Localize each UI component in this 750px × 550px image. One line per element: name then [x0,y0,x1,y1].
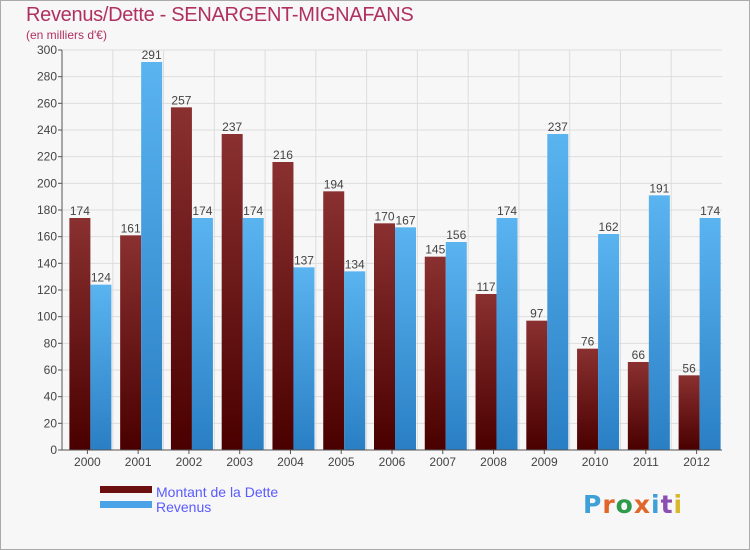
value-label: 124 [91,271,111,285]
x-tick-label: 2009 [531,455,558,469]
value-label: 97 [530,307,544,321]
x-tick-label: 2003 [226,455,253,469]
value-label: 145 [425,243,445,257]
y-tick-label: 280 [37,70,57,84]
value-label: 237 [222,120,242,134]
value-label: 174 [192,204,212,218]
value-label: 194 [324,177,344,191]
value-label: 134 [345,257,365,271]
y-tick-label: 200 [37,176,57,190]
legend-swatch-revenus [100,501,152,508]
value-label: 174 [243,204,263,218]
logo-letter: i [651,490,661,519]
bar-revenus [293,267,315,450]
bar-revenus [598,234,620,450]
y-tick-label: 240 [37,123,57,137]
value-label: 117 [476,280,495,294]
y-tick-label: 20 [44,416,58,430]
legend-swatch-dette [100,486,152,493]
value-label: 191 [649,181,669,195]
y-tick-label: 100 [37,310,57,324]
value-label: 162 [599,220,619,234]
x-tick-label: 2011 [633,455,659,469]
proxiti-logo: Proxiti [583,490,683,519]
value-label: 174 [700,204,720,218]
value-label: 216 [273,148,293,162]
value-label: 257 [171,93,191,107]
value-label: 76 [581,335,595,349]
bar-dette [120,235,142,450]
bar-dette [221,134,243,450]
bar-dette [577,348,599,450]
y-tick-label: 260 [37,96,57,110]
y-tick-label: 60 [44,363,58,377]
bar-revenus [547,134,569,450]
x-tick-label: 2010 [582,455,609,469]
bar-dette [475,294,497,450]
bar-dette [374,223,395,450]
bar-dette [526,320,548,450]
bar-revenus [141,62,163,450]
y-tick-label: 40 [44,390,58,404]
value-label: 174 [497,204,517,218]
chart-subtitle: (en milliers d'€) [26,28,107,42]
x-tick-label: 2002 [176,455,203,469]
value-label: 161 [121,221,141,235]
y-tick-label: 140 [37,256,57,270]
y-tick-label: 220 [37,150,57,164]
legend-label-dette: Montant de la Dette [156,484,279,500]
value-label: 66 [632,348,646,362]
logo-letter: i [673,490,684,519]
bar-dette [678,375,700,450]
value-label: 156 [446,228,466,242]
chart-title: Revenus/Dette - SENARGENT-MIGNAFANS [26,4,414,26]
x-tick-label: 2012 [683,455,710,469]
y-tick-label: 300 [37,43,57,57]
x-tick-label: 2005 [328,455,355,469]
value-label: 137 [294,253,314,267]
logo-letter: r [602,490,616,519]
legend-label-revenus: Revenus [156,499,212,515]
y-tick-label: 120 [37,283,57,297]
bar-dette [424,256,446,450]
bar-dette [170,107,192,450]
y-tick-label: 180 [37,203,57,217]
x-tick-label: 2007 [429,455,456,469]
x-tick-label: 2006 [379,455,406,469]
axes: 0 20 40 60 80 100 120 140 160 180 200 220 240 260 280 3… [37,43,722,469]
x-tick-label: 2008 [480,455,507,469]
x-tick-label: 2001 [125,455,152,469]
bar-revenus [90,284,112,450]
bar-revenus [344,271,366,450]
bar-revenus [395,227,416,450]
logo-letter: t [660,490,674,519]
value-label: 167 [395,213,415,227]
y-tick-label: 160 [37,230,57,244]
bar-dette [323,191,345,451]
bar-revenus [648,195,670,450]
value-label: 174 [70,204,90,218]
bar-revenus [191,218,213,450]
bar-revenus [445,242,467,450]
x-tick-label: 2004 [277,455,304,469]
y-tick-label: 80 [44,336,58,350]
value-label: 237 [548,120,568,134]
y-tick-label: 0 [50,443,57,457]
value-label: 291 [142,48,162,62]
x-tick-label: 2000 [74,455,101,469]
value-label: 170 [374,209,394,223]
value-label: 56 [682,361,696,375]
bar-dette [627,362,649,450]
bar-revenus [242,218,264,450]
bar-dette [69,218,91,450]
bar-revenus [496,218,518,450]
bar-revenus [699,218,721,450]
logo-letter: x [633,490,651,519]
bars [69,62,721,451]
bar-dette [272,162,294,450]
logo-letter: P [583,490,603,519]
logo-letter: o [615,490,634,519]
